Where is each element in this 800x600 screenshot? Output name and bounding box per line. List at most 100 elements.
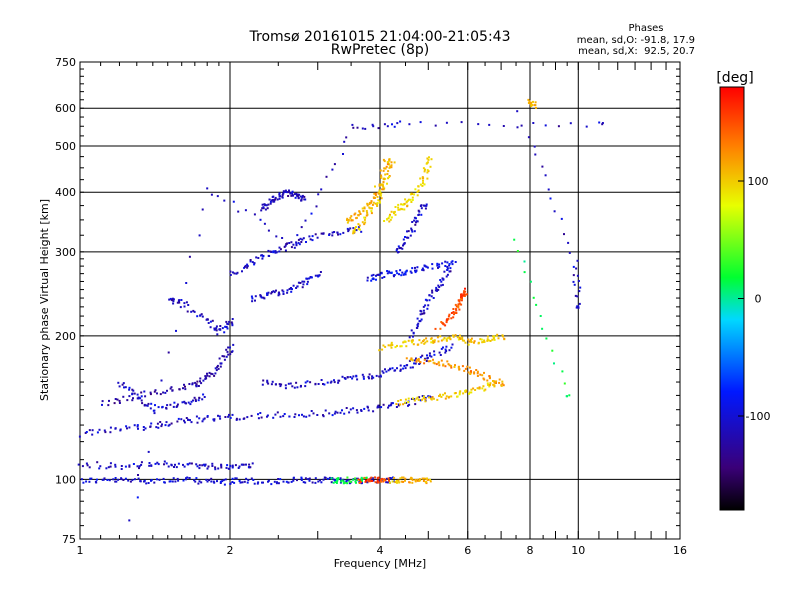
data-point bbox=[404, 477, 407, 480]
data-point bbox=[476, 372, 479, 375]
data-point bbox=[216, 480, 218, 483]
data-point bbox=[363, 216, 366, 219]
data-point bbox=[406, 205, 409, 208]
data-point bbox=[422, 167, 425, 170]
data-point bbox=[403, 365, 406, 367]
data-point bbox=[447, 396, 450, 399]
data-point bbox=[445, 275, 448, 278]
data-point bbox=[211, 373, 214, 376]
data-point bbox=[102, 478, 105, 481]
data-point bbox=[411, 481, 414, 484]
data-point bbox=[402, 341, 405, 344]
data-point bbox=[414, 271, 417, 274]
colorbar-label: [deg] bbox=[716, 70, 753, 86]
data-point bbox=[205, 318, 208, 321]
data-point bbox=[394, 206, 397, 208]
data-point bbox=[366, 204, 369, 207]
data-point bbox=[576, 274, 579, 277]
data-point bbox=[285, 191, 288, 194]
data-point bbox=[424, 207, 427, 210]
data-point bbox=[220, 362, 223, 365]
data-point bbox=[424, 481, 427, 484]
data-point bbox=[86, 464, 89, 467]
data-point bbox=[274, 251, 277, 254]
data-point bbox=[346, 476, 349, 479]
data-point bbox=[278, 246, 281, 249]
data-point bbox=[325, 175, 328, 178]
data-point bbox=[247, 466, 250, 469]
data-point bbox=[382, 181, 385, 184]
data-point bbox=[175, 329, 177, 332]
data-point bbox=[383, 123, 386, 126]
data-point bbox=[278, 293, 281, 296]
data-point bbox=[228, 413, 230, 416]
data-point bbox=[437, 288, 440, 291]
data-point bbox=[424, 298, 427, 301]
data-point bbox=[208, 479, 210, 482]
data-point bbox=[165, 421, 168, 424]
data-point bbox=[185, 478, 187, 481]
data-point bbox=[452, 308, 455, 310]
data-point bbox=[347, 479, 350, 482]
data-point bbox=[403, 208, 406, 211]
data-point bbox=[314, 481, 317, 484]
data-point bbox=[374, 481, 377, 484]
data-point bbox=[144, 427, 147, 430]
data-point bbox=[423, 338, 426, 341]
data-point bbox=[399, 399, 402, 401]
data-point bbox=[436, 262, 439, 265]
data-point bbox=[124, 477, 127, 480]
data-point bbox=[278, 250, 281, 253]
data-point bbox=[475, 369, 478, 371]
data-point bbox=[195, 385, 198, 387]
data-point bbox=[421, 267, 424, 270]
data-point bbox=[440, 321, 443, 323]
data-point bbox=[426, 177, 429, 180]
data-point bbox=[441, 262, 444, 265]
data-point bbox=[450, 366, 453, 369]
data-point bbox=[324, 409, 327, 412]
data-point bbox=[411, 267, 414, 270]
data-point bbox=[441, 283, 444, 286]
data-point bbox=[199, 380, 201, 383]
data-point bbox=[214, 372, 217, 375]
data-point bbox=[405, 345, 408, 348]
data-point bbox=[246, 263, 249, 266]
data-point bbox=[474, 389, 477, 391]
data-point bbox=[124, 386, 127, 389]
data-point bbox=[119, 428, 122, 431]
data-point bbox=[196, 465, 199, 468]
data-point bbox=[357, 223, 360, 226]
data-point bbox=[231, 413, 234, 416]
data-point bbox=[235, 418, 238, 421]
data-point bbox=[88, 429, 91, 432]
data-point bbox=[414, 480, 417, 483]
data-point bbox=[417, 359, 420, 362]
data-point bbox=[432, 361, 435, 364]
data-point bbox=[320, 232, 323, 235]
data-point bbox=[290, 241, 293, 244]
data-point bbox=[547, 188, 550, 191]
data-point bbox=[289, 382, 292, 385]
data-point bbox=[201, 420, 204, 423]
data-point bbox=[523, 260, 526, 263]
data-point bbox=[346, 219, 348, 221]
data-point bbox=[283, 245, 286, 248]
data-point bbox=[226, 327, 229, 330]
data-point bbox=[426, 357, 429, 360]
data-point bbox=[374, 192, 377, 195]
data-point bbox=[370, 210, 373, 213]
data-point bbox=[386, 218, 389, 221]
data-point bbox=[460, 293, 463, 296]
data-point bbox=[157, 406, 160, 409]
data-point bbox=[217, 367, 220, 370]
data-point bbox=[288, 415, 291, 418]
data-point bbox=[353, 227, 356, 230]
data-point bbox=[217, 467, 220, 470]
data-point bbox=[450, 317, 453, 320]
grid-lines bbox=[80, 62, 680, 539]
data-point bbox=[390, 161, 393, 164]
data-point bbox=[381, 188, 384, 191]
data-point bbox=[297, 281, 300, 284]
